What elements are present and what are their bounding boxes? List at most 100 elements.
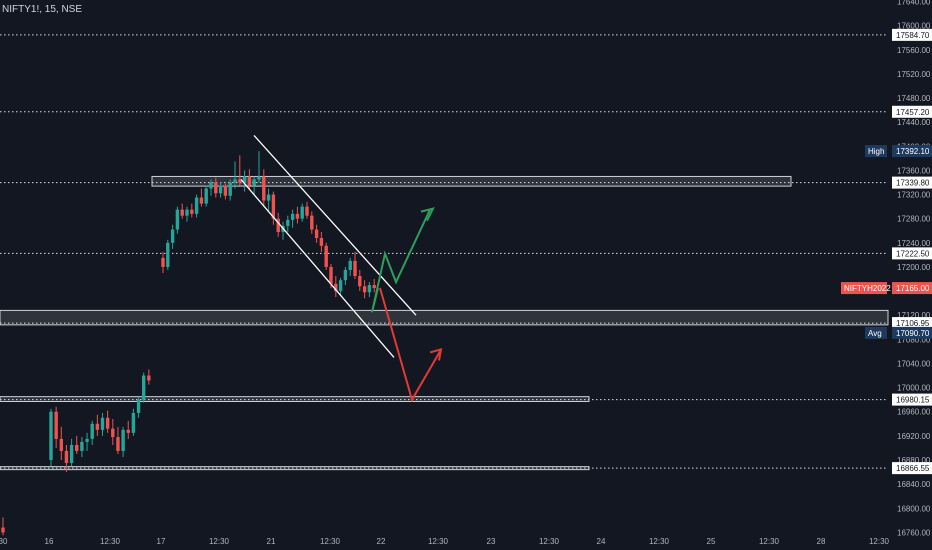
candle-body[interactable] [100,417,105,430]
candle-body[interactable] [218,185,223,194]
y-tick-label: 17520.00 [897,70,931,79]
level-price-tag [892,105,932,118]
candle-body[interactable] [223,185,228,196]
candle-body[interactable] [310,215,314,230]
y-tick-label: 16800.00 [897,504,931,513]
candle-body[interactable] [242,176,247,183]
x-tick-label: 30 [0,537,8,546]
projection-path-red[interactable] [379,287,441,403]
x-tick-label: 12:30 [539,537,560,546]
candle-body[interactable] [204,188,208,204]
badge-price-bg [892,326,932,339]
zone-box[interactable] [0,396,590,402]
x-tick-label: 12:30 [320,537,341,546]
candle-body[interactable] [271,194,276,219]
x-tick-label: 12:30 [869,537,890,546]
zone-box[interactable] [151,175,792,187]
candle-body[interactable] [180,209,184,216]
channel-line-upper[interactable] [253,134,417,316]
candle-body[interactable] [90,423,94,439]
candle-body[interactable] [367,285,372,293]
candle-body[interactable] [69,444,74,464]
projection-path-green[interactable] [371,209,431,313]
candle-body[interactable] [305,206,309,216]
candle-body[interactable] [142,375,146,400]
candle-body[interactable] [59,438,63,451]
candle-body[interactable] [126,429,130,433]
channel-line-lower[interactable] [240,179,395,358]
candle-body[interactable] [324,245,328,267]
candle-body[interactable] [49,411,53,461]
candle-body[interactable] [161,257,165,267]
y-tick-label: 17280.00 [897,215,931,224]
candle-body[interactable] [105,417,110,429]
y-tick-label: 17560.00 [897,46,931,55]
candle-body[interactable] [334,283,338,292]
candle-body[interactable] [1,527,5,533]
candle-body[interactable] [80,441,84,451]
y-tick-label: 17640.00 [897,0,931,7]
y-tick-label: 16920.00 [897,432,931,441]
candle-body[interactable] [170,229,175,243]
candle-body[interactable] [199,197,204,204]
candle-body[interactable] [286,219,290,226]
candle-body[interactable] [314,229,319,238]
y-tick-label: 17120.00 [897,311,931,320]
candle-body[interactable] [121,429,125,451]
candle-body[interactable] [54,411,58,439]
candle-body[interactable] [238,179,242,183]
candle-body[interactable] [372,285,376,289]
candle-body[interactable] [329,266,333,284]
candle-body[interactable] [111,428,115,438]
candle-body[interactable] [116,437,120,451]
candle-body[interactable] [95,423,100,430]
candle-body[interactable] [233,179,237,183]
candle-body[interactable] [276,218,280,232]
candle-body[interactable] [147,375,151,381]
y-tick-label: 16880.00 [897,456,931,465]
x-tick-label: 23 [487,537,496,546]
candle-body[interactable] [131,412,136,433]
candle-body[interactable] [247,176,252,186]
candle-body[interactable] [175,209,180,230]
candle-body[interactable] [136,399,141,413]
candle-body[interactable] [343,269,348,281]
candle-body[interactable] [166,242,170,267]
candle-body[interactable] [348,260,352,270]
candle-body[interactable] [190,209,194,214]
candle-body[interactable] [319,237,324,246]
candle-body[interactable] [214,182,218,194]
candle-body[interactable] [362,286,367,293]
y-tick-label: 17440.00 [897,118,931,127]
badge-tag-text: NIFTYH2022 [844,284,891,293]
candle-body[interactable] [85,438,89,442]
candle-body[interactable] [185,209,189,216]
level-price-label: 17106.95 [896,319,930,328]
candle-body[interactable] [64,450,69,464]
candle-body[interactable] [358,276,362,287]
badge-price-text: 17090.70 [896,329,930,338]
badge-tag-bg [865,326,887,339]
candle-body[interactable] [266,194,271,201]
x-tick-label: 17 [157,537,166,546]
candle-body[interactable] [300,206,304,219]
candle-body[interactable] [290,213,295,220]
candle-body[interactable] [75,444,79,451]
candle-body[interactable] [209,182,213,189]
candle-body[interactable] [257,176,261,180]
zone-box[interactable] [0,309,889,326]
candle-body[interactable] [228,182,232,196]
level-price-tag [892,176,932,189]
candle-body[interactable] [353,260,357,277]
level-price-label: 17584.70 [896,31,930,40]
candle-body[interactable] [295,213,300,219]
candle-body[interactable] [338,280,343,292]
zone-box[interactable] [0,466,590,471]
y-tick-label: 16840.00 [897,480,931,489]
candle-body[interactable] [262,176,266,201]
candle-body[interactable] [252,179,256,186]
candle-body[interactable] [194,197,199,214]
y-tick-label: 17240.00 [897,239,931,248]
